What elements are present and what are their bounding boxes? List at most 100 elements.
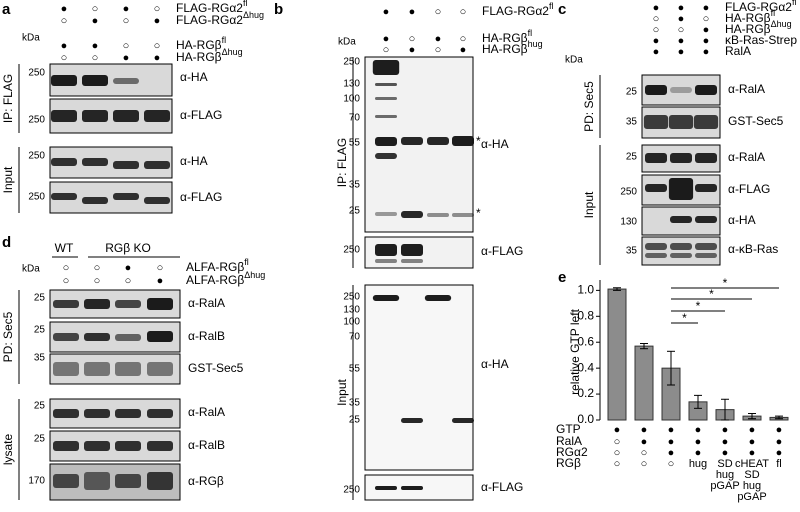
band xyxy=(147,362,173,376)
kda-label: kDa xyxy=(22,264,40,275)
lane-mark: ○ xyxy=(678,24,685,36)
condition-cell: ○ xyxy=(614,447,621,459)
band xyxy=(452,213,474,217)
band xyxy=(84,472,110,490)
lane-mark: ● xyxy=(61,40,68,52)
band xyxy=(113,161,139,169)
condition-cell: ● xyxy=(749,436,756,448)
band xyxy=(695,184,717,192)
condition-cell: ● xyxy=(641,436,648,448)
lane-mark: ○ xyxy=(154,3,161,15)
condition-name: HA-RGβ xyxy=(725,22,771,36)
band xyxy=(84,299,110,309)
band xyxy=(695,85,717,95)
y-axis-title: relative GTP left xyxy=(568,308,582,394)
lane-mark: ○ xyxy=(383,44,390,56)
blot xyxy=(641,236,721,266)
band xyxy=(670,243,692,250)
band xyxy=(427,137,449,145)
lane-mark: ○ xyxy=(154,40,161,52)
lane-mark: ● xyxy=(409,44,416,56)
band xyxy=(695,153,717,163)
condition-cell: ● xyxy=(695,447,702,459)
band xyxy=(53,300,79,308)
panel-letter: e xyxy=(558,269,566,286)
band xyxy=(372,295,400,301)
y-tick-label: 0.4 xyxy=(577,360,594,374)
antibody-label: α-FLAG xyxy=(481,244,523,258)
condition-cell: ● xyxy=(668,436,675,448)
condition-label: FLAG-RGα2fl xyxy=(176,0,247,15)
antibody-label: α-FLAG xyxy=(728,182,770,196)
size-marker: 100 xyxy=(343,317,360,328)
size-marker: 25 xyxy=(626,87,638,98)
condition-superscript: Δhug xyxy=(222,47,243,57)
band xyxy=(375,83,397,86)
condition-label: RalA xyxy=(725,44,751,58)
bar xyxy=(634,345,654,421)
band xyxy=(375,137,397,146)
group-label: Input xyxy=(1,166,15,193)
antibody-label: GST-Sec5 xyxy=(188,361,244,375)
size-marker: 130 xyxy=(620,217,637,228)
band xyxy=(645,253,667,258)
lane-mark: ○ xyxy=(123,40,130,52)
band xyxy=(645,184,667,192)
condition-cell: ● xyxy=(614,424,621,436)
band xyxy=(113,193,139,200)
size-marker: 250 xyxy=(620,187,637,198)
size-marker: 170 xyxy=(28,476,45,487)
kda-label: kDa xyxy=(565,55,583,66)
size-marker: 25 xyxy=(34,325,46,336)
band xyxy=(643,115,669,129)
lane-mark: ● xyxy=(703,46,710,58)
band xyxy=(144,197,170,204)
band xyxy=(670,153,692,163)
size-marker: 35 xyxy=(349,180,361,191)
band xyxy=(53,409,79,418)
lane-mark: ○ xyxy=(92,52,99,64)
condition-label: HA-RGβhug xyxy=(482,39,543,56)
genotype-label: WT xyxy=(55,241,74,255)
lane-mark: ● xyxy=(123,52,130,64)
asterisk: * xyxy=(476,206,481,220)
condition-superscript: Δhug xyxy=(771,19,792,29)
antibody-label: α-RGβ xyxy=(188,474,224,488)
size-marker: 25 xyxy=(34,293,46,304)
error-bar xyxy=(748,413,756,420)
panel-letter: c xyxy=(558,1,566,18)
condition-name: κB-Ras-Strep xyxy=(725,33,797,47)
band xyxy=(375,486,397,490)
condition-name: HA-RGβ xyxy=(176,38,222,52)
size-marker: 250 xyxy=(343,485,360,496)
size-marker: 35 xyxy=(626,117,638,128)
significance-label: * xyxy=(696,299,701,313)
lane-mark: ○ xyxy=(94,262,101,274)
condition-name: ALFA-RGβ xyxy=(186,273,244,287)
antibody-label: α-RalB xyxy=(188,329,225,343)
panel-letter: a xyxy=(2,1,11,18)
antibody-label: α-HA xyxy=(481,357,509,371)
band xyxy=(670,216,692,223)
bar xyxy=(607,288,627,421)
lane-mark: ● xyxy=(678,13,685,25)
band xyxy=(147,409,173,418)
band xyxy=(113,78,139,84)
band xyxy=(375,212,397,216)
condition-superscript: fl xyxy=(549,1,554,11)
band xyxy=(375,115,397,118)
condition-name: FLAG-RGα2 xyxy=(176,1,243,15)
band xyxy=(668,115,694,129)
condition-label: HA-RGβfl xyxy=(482,28,532,45)
lane-mark: ● xyxy=(154,52,161,64)
condition-label: RGα2 xyxy=(556,445,588,459)
condition-label: HA-RGβΔhug xyxy=(176,47,243,64)
lane-mark: ○ xyxy=(92,3,99,15)
lane-mark: ● xyxy=(653,2,660,14)
lane-mark: ● xyxy=(383,33,390,45)
lane-mark: ○ xyxy=(653,13,660,25)
band xyxy=(670,87,692,93)
lane-mark: ● xyxy=(653,46,660,58)
condition-cell: ● xyxy=(722,436,729,448)
lane-mark: ○ xyxy=(157,262,164,274)
